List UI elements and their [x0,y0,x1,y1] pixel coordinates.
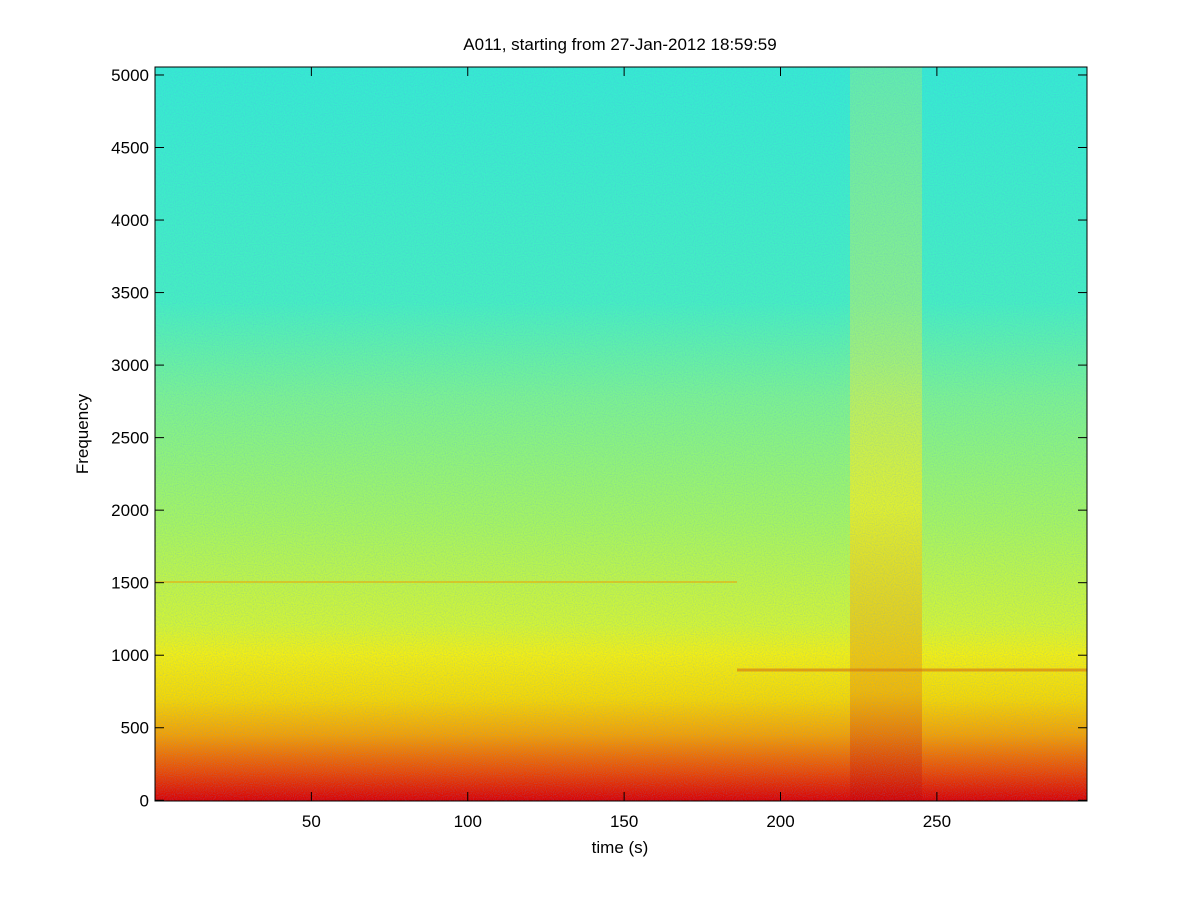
y-tick-label: 4000 [111,211,149,230]
x-tick-label: 50 [302,812,321,831]
chart-title: A011, starting from 27-Jan-2012 18:59:59 [463,35,776,54]
y-axis-label: Frequency [73,393,92,474]
y-tick-label: 1000 [111,646,149,665]
x-tick-label: 250 [923,812,951,831]
y-tick-label: 5000 [111,66,149,85]
y-tick-label: 0 [140,791,149,810]
y-tick-label: 2500 [111,429,149,448]
x-tick-label: 200 [766,812,794,831]
spectrogram-image [155,67,1087,801]
axes-frame [154,66,1088,802]
y-tick-label: 3000 [111,356,149,375]
y-tick-label: 2000 [111,501,149,520]
y-tick-label: 1500 [111,574,149,593]
y-tick-label: 3500 [111,284,149,303]
x-tick-label: 150 [610,812,638,831]
y-tick-label: 500 [121,719,149,738]
x-tick-label: 100 [454,812,482,831]
x-axis-label: time (s) [592,838,649,857]
y-tick-label: 4500 [111,139,149,158]
